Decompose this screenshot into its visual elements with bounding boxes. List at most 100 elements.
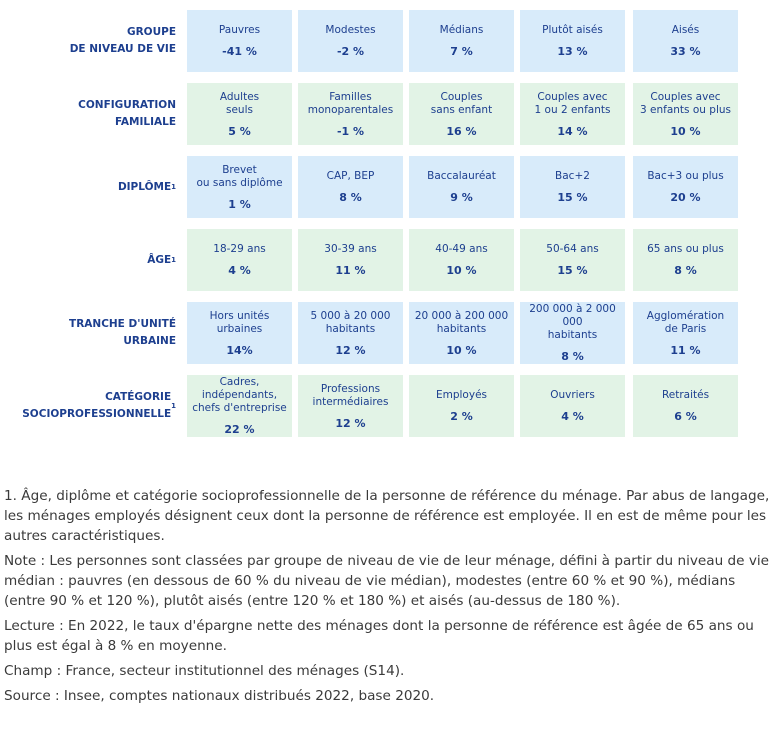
row-label-text: CONFIGURATION FAMILIALE <box>78 99 176 128</box>
cell-value: 12 % <box>335 416 366 430</box>
table-cell: Cadres, indépendants, chefs d'entreprise… <box>187 375 292 437</box>
row-label: DIPLÔME 1 <box>0 156 176 218</box>
cell-category: Baccalauréat <box>427 170 496 182</box>
table-row: CONFIGURATION FAMILIALE Adultes seuls 5 % F… <box>0 83 775 145</box>
cell-category: Aisés <box>671 24 700 36</box>
cell-category: Ouvriers <box>550 389 595 401</box>
table-cell: 30-39 ans 11 % <box>298 229 403 291</box>
table-cell: Couples sans enfant 16 % <box>409 83 514 145</box>
cell-category: 18-29 ans <box>213 243 266 255</box>
row-label: CATÉGORIE SOCIOPROFESSIONNELLE 1 <box>0 375 176 437</box>
cell-value: 6 % <box>674 410 697 423</box>
cell-value: 10 % <box>446 264 477 277</box>
cell-value: -1 % <box>336 124 365 138</box>
cell-value: 4 % <box>228 264 251 277</box>
cell-category: Bac+3 ou plus <box>647 170 724 182</box>
cell-value: 12 % <box>335 343 366 357</box>
table-row: TRANCHE D'UNITÉ URBAINE Hors unités urbai… <box>0 302 775 364</box>
footnote-marker: 1 <box>171 401 176 410</box>
table-cell: Couples avec 3 enfants ou plus 10 % <box>633 83 738 145</box>
table-cell: Brevet ou sans diplôme 1 % <box>187 156 292 218</box>
cell-category: Professions intermédiaires <box>312 382 389 408</box>
row-label: ÂGE 1 <box>0 229 176 291</box>
cell-category: Couples sans enfant <box>430 90 493 116</box>
cell-category: Couples avec 3 enfants ou plus <box>640 90 731 116</box>
cell-value: 20 % <box>670 191 701 204</box>
cell-category: Pauvres <box>218 24 261 36</box>
row-label-text: ÂGE <box>147 253 172 266</box>
cell-category: Brevet ou sans diplôme <box>196 163 283 189</box>
cell-category: 40-49 ans <box>435 243 488 255</box>
cell-category: Médians <box>439 24 484 36</box>
table-cell: Aisés 33 % <box>633 10 738 72</box>
cell-category: 30-39 ans <box>324 243 377 255</box>
cell-value: 14 % <box>557 124 588 138</box>
table-cell: 40-49 ans 10 % <box>409 229 514 291</box>
cell-value: 16 % <box>446 124 477 138</box>
table-cell: 20 000 à 200 000 habitants 10 % <box>409 302 514 364</box>
table-cell: Bac+3 ou plus 20 % <box>633 156 738 218</box>
reading-paragraph: Lecture : En 2022, le taux d'épargne net… <box>4 618 754 654</box>
footnote-marker: 1 <box>171 255 176 264</box>
footnote-1: 1. Âge, diplôme et catégorie socioprofes… <box>4 488 770 544</box>
table-cell: Bac+2 15 % <box>520 156 625 218</box>
cell-category: Couples avec 1 ou 2 enfants <box>534 90 611 116</box>
row-label-text: CATÉGORIE SOCIOPROFESSIONNELLE <box>22 391 172 420</box>
row-label-text: DIPLÔME <box>117 180 172 193</box>
scope-paragraph: Champ : France, secteur institutionnel d… <box>4 663 405 679</box>
cell-value: 8 % <box>674 264 697 277</box>
row-label-text: GROUPE DE NIVEAU DE VIE <box>69 26 176 55</box>
cell-value: 11 % <box>670 343 701 357</box>
cell-value: 9 % <box>450 191 473 204</box>
table-cell: Familles monoparentales -1 % <box>298 83 403 145</box>
cell-value: 4 % <box>561 410 584 423</box>
cell-category: CAP, BEP <box>326 170 375 182</box>
cell-category: 20 000 à 200 000 habitants <box>414 309 509 335</box>
table-cell: Agglomération de Paris 11 % <box>633 302 738 364</box>
cell-category: Retraités <box>661 389 710 401</box>
table-cell: Hors unités urbaines 14% <box>187 302 292 364</box>
cell-value: 15 % <box>557 191 588 204</box>
cell-value: -41 % <box>222 45 257 58</box>
cell-value: 10 % <box>446 343 477 357</box>
table-cell: Médians 7 % <box>409 10 514 72</box>
row-label: GROUPE DE NIVEAU DE VIE <box>0 10 176 72</box>
cell-value: 22 % <box>224 423 255 436</box>
note-paragraph: Note : Les personnes sont classées par g… <box>4 553 770 609</box>
cell-category: Plutôt aisés <box>542 24 603 36</box>
cell-category: Cadres, indépendants, chefs d'entreprise <box>192 376 287 414</box>
cell-value: 1 % <box>228 197 251 211</box>
row-label-text: TRANCHE D'UNITÉ URBAINE <box>69 318 176 347</box>
cell-value: 33 % <box>670 45 701 58</box>
cell-value: 11 % <box>335 264 366 277</box>
table-cell: 18-29 ans 4 % <box>187 229 292 291</box>
cell-category: Familles monoparentales <box>307 90 394 116</box>
cell-category: Hors unités urbaines <box>209 309 270 335</box>
table-cell: 5 000 à 20 000 habitants 12 % <box>298 302 403 364</box>
table-cell: Plutôt aisés 13 % <box>520 10 625 72</box>
row-label: TRANCHE D'UNITÉ URBAINE <box>0 302 176 364</box>
cell-category: 50-64 ans <box>546 243 599 255</box>
table-cell: Professions intermédiaires 12 % <box>298 375 403 437</box>
cell-value: 14% <box>226 343 253 357</box>
table-cell: Ouvriers 4 % <box>520 375 625 437</box>
table-cell: 65 ans ou plus 8 % <box>633 229 738 291</box>
cell-value: 10 % <box>670 124 701 138</box>
table-cell: 50-64 ans 15 % <box>520 229 625 291</box>
table-cell: Couples avec 1 ou 2 enfants 14 % <box>520 83 625 145</box>
cell-category: 200 000 à 2 000 000 habitants <box>529 303 616 341</box>
cell-value: 13 % <box>557 45 588 58</box>
cell-value: 7 % <box>450 45 473 58</box>
cell-value: -2 % <box>336 45 365 58</box>
table-cell: Modestes -2 % <box>298 10 403 72</box>
table-row: GROUPE DE NIVEAU DE VIE Pauvres -41 % Modes… <box>0 10 775 72</box>
table-cell: CAP, BEP 8 % <box>298 156 403 218</box>
table-cell: Baccalauréat 9 % <box>409 156 514 218</box>
source-paragraph: Source : Insee, comptes nationaux distri… <box>4 688 435 704</box>
cell-value: 15 % <box>557 264 588 277</box>
notes-section: 1. Âge, diplôme et catégorie socioprofes… <box>4 486 772 711</box>
table-cell: Pauvres -41 % <box>187 10 292 72</box>
cell-value: 8 % <box>339 191 362 204</box>
table-cell: 200 000 à 2 000 000 habitants 8 % <box>520 302 625 364</box>
row-label: CONFIGURATION FAMILIALE <box>0 83 176 145</box>
